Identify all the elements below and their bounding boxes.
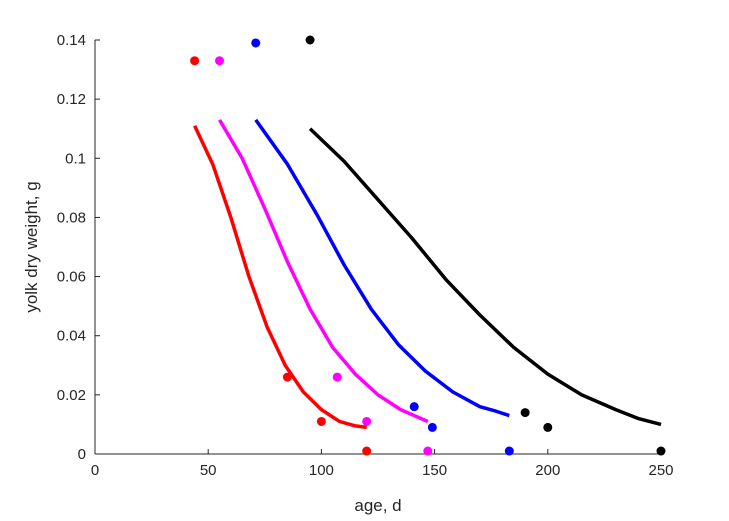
data-point-series-2 (362, 416, 372, 426)
data-point-series-3 (409, 402, 419, 412)
fit-curve-series-4 (308, 127, 662, 427)
data-point-series-3 (427, 422, 437, 432)
data-point-series-2 (215, 56, 225, 66)
x-tick-label: 150 (422, 462, 447, 479)
y-tick-label: 0.02 (57, 387, 86, 404)
y-tick-label: 0.04 (57, 328, 86, 345)
x-axis-label: age, d (354, 496, 401, 515)
x-tick-label: 50 (200, 462, 217, 479)
x-tick-label: 0 (91, 462, 99, 479)
y-tick-label: 0.12 (57, 91, 86, 108)
fit-curve-series-2 (218, 118, 429, 424)
fit-curve-series-3 (254, 118, 510, 418)
x-tick-label: 100 (309, 462, 334, 479)
x-tick-label: 200 (535, 462, 560, 479)
data-point-series-4 (520, 408, 530, 418)
data-points (190, 35, 666, 456)
fit-curve-series-1 (193, 125, 367, 430)
y-tick-label: 0.06 (57, 269, 86, 286)
data-point-series-3 (504, 446, 514, 456)
data-point-series-4 (543, 422, 553, 432)
y-tick-label: 0.08 (57, 209, 86, 226)
fit-curves (193, 118, 662, 430)
y-axis-label: yolk dry weight, g (22, 181, 41, 312)
axes: 0 50 100 150 200 250 0 0.02 0.04 0.06 0.08 0.1 0.12 0… (57, 32, 674, 479)
data-point-series-2 (332, 372, 342, 382)
data-point-series-2 (423, 446, 433, 456)
y-tick-label: 0 (78, 446, 86, 463)
data-point-series-3 (251, 38, 261, 48)
y-tick-label: 0.14 (57, 32, 86, 49)
data-point-series-4 (656, 446, 666, 456)
data-point-series-1 (282, 372, 292, 382)
data-point-series-4 (305, 35, 315, 45)
x-tick-label: 250 (648, 462, 673, 479)
y-tick-label: 0.1 (65, 150, 86, 167)
data-point-series-1 (190, 56, 200, 66)
data-point-series-1 (362, 446, 372, 456)
data-point-series-1 (316, 416, 326, 426)
